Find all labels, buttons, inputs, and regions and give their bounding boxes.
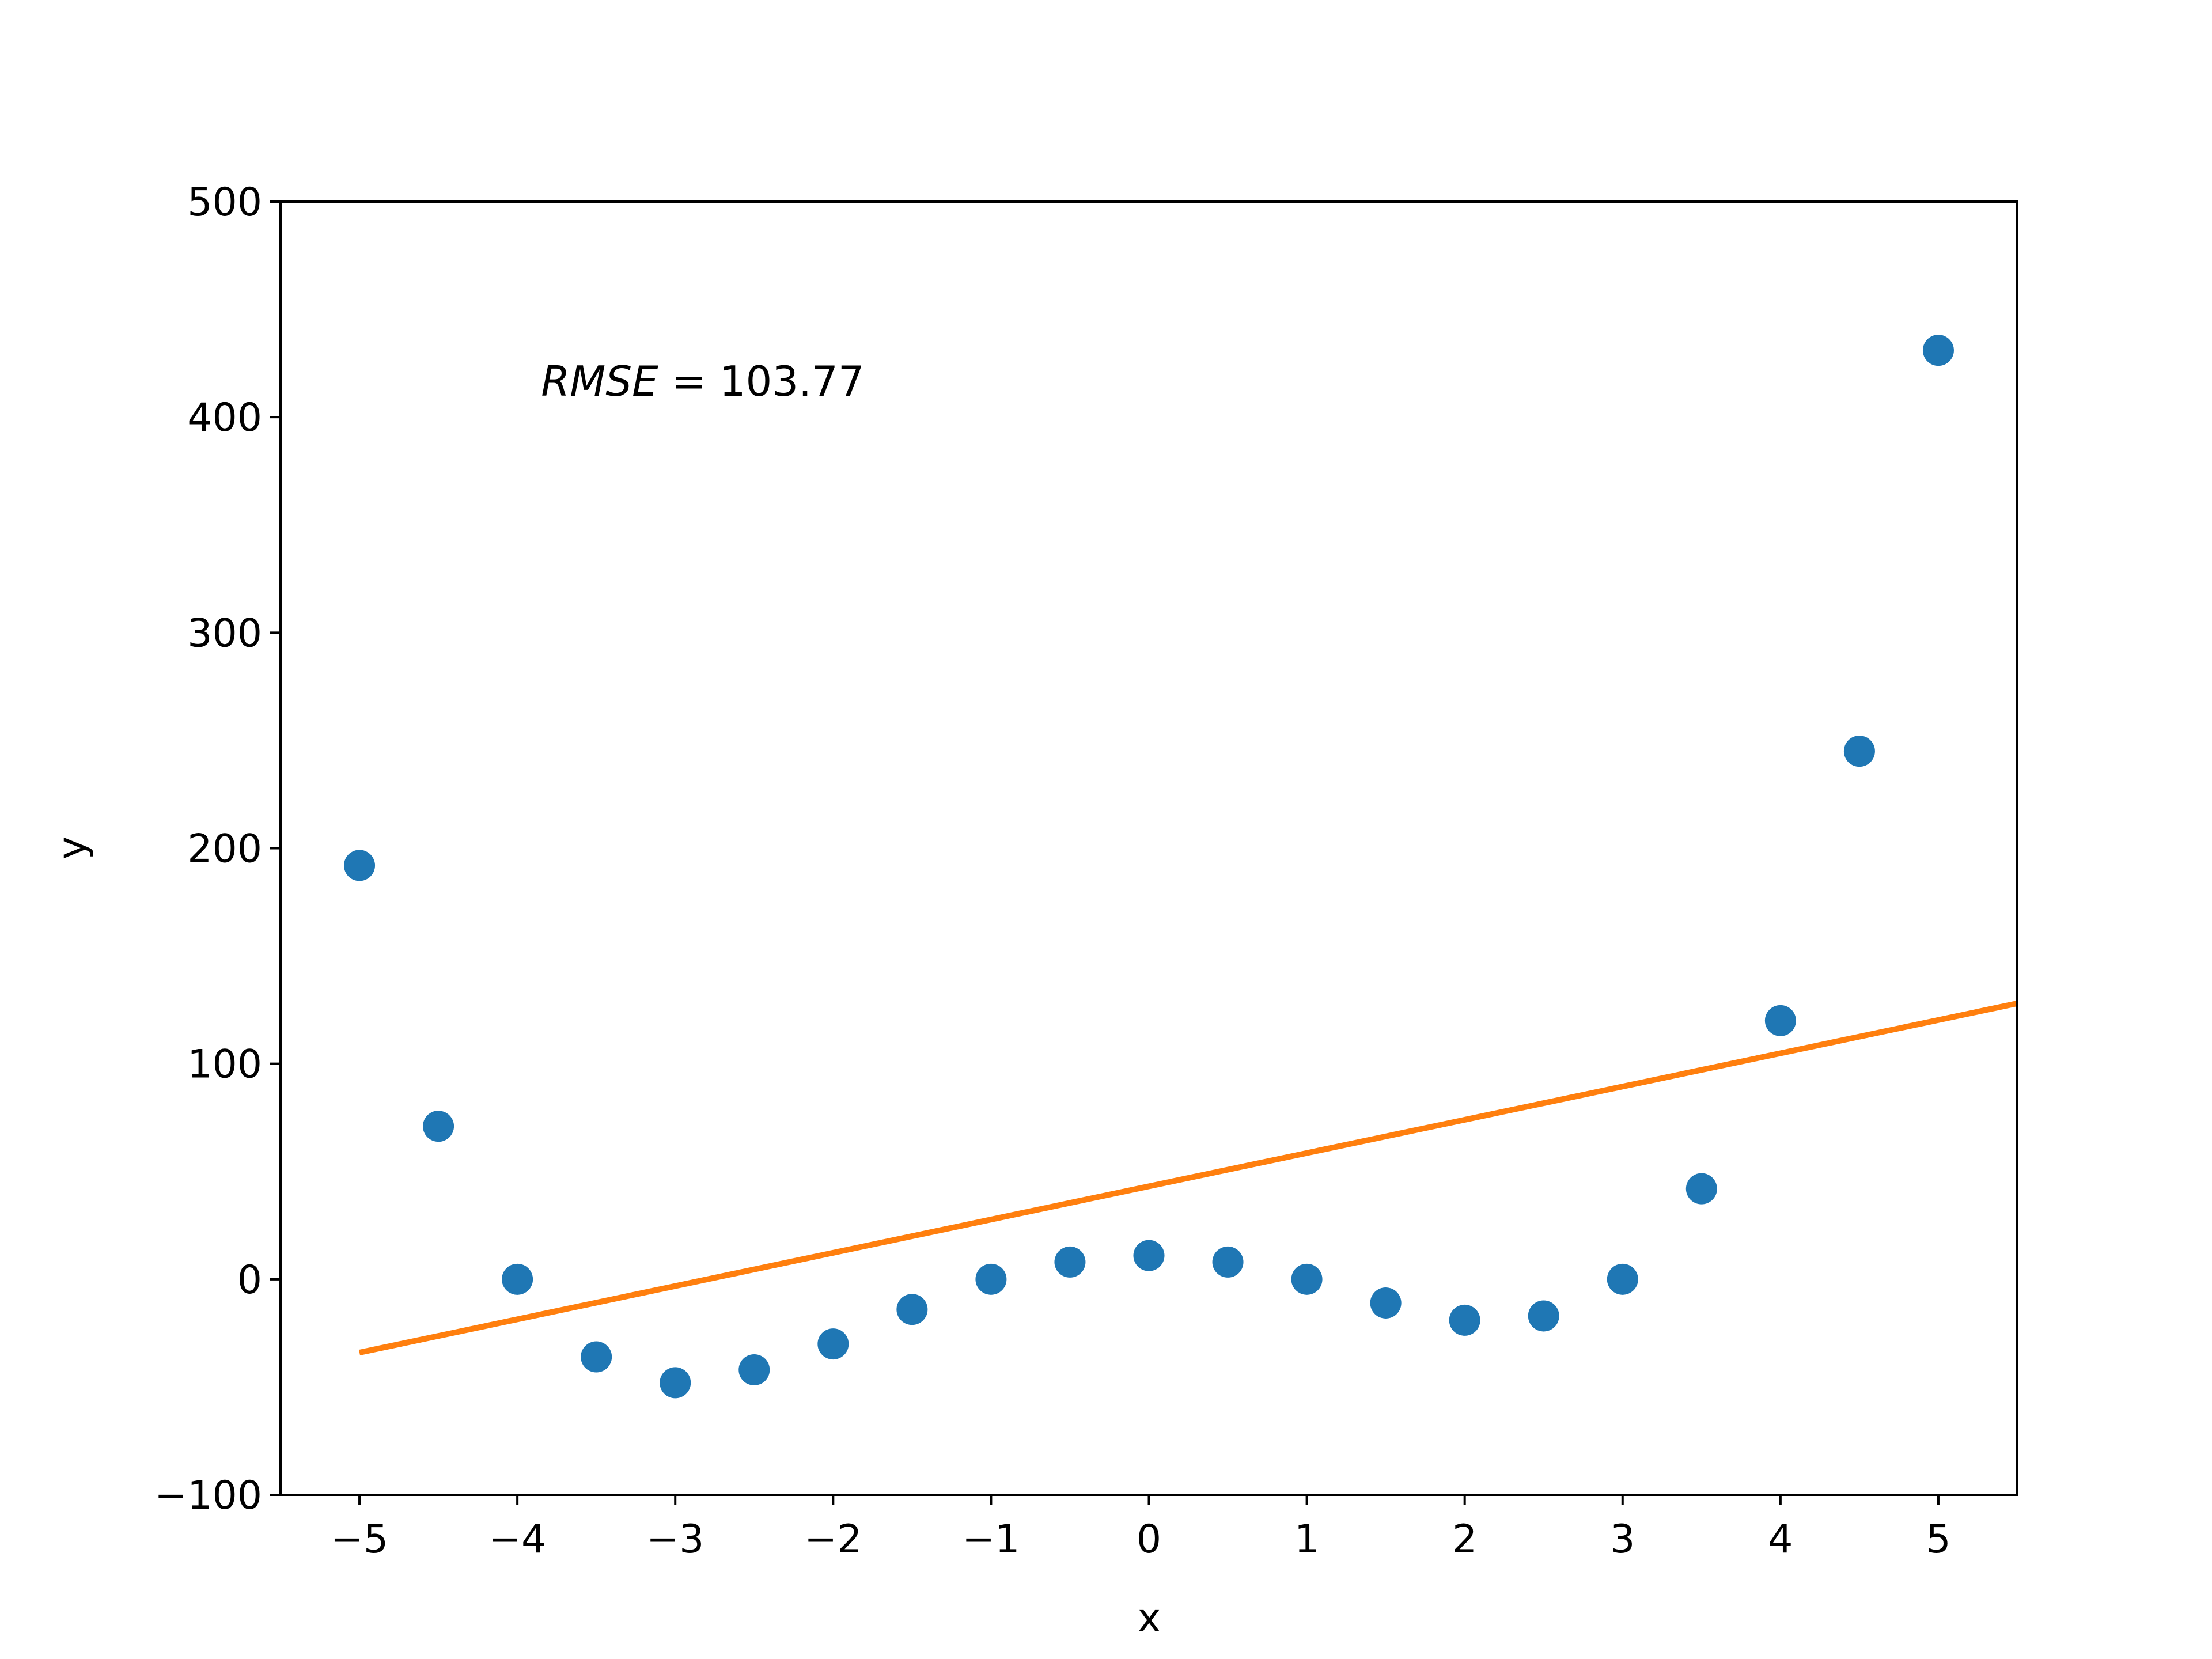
- data-point: [1449, 1304, 1480, 1336]
- x-tick-label: −4: [488, 1517, 546, 1562]
- x-tick-label: −3: [646, 1517, 704, 1562]
- data-point: [344, 850, 376, 881]
- y-tick-label: 100: [187, 1042, 262, 1088]
- x-tick-label: 3: [1610, 1517, 1635, 1562]
- data-point: [1054, 1246, 1086, 1278]
- data-point: [1212, 1246, 1244, 1278]
- x-axis: −5 −4 −3 −2 −1 0 1 2 3 4 5: [331, 1495, 1951, 1562]
- x-tick-label: −2: [804, 1517, 862, 1562]
- x-tick-label: 0: [1137, 1517, 1161, 1562]
- fit-line: [359, 1001, 2018, 1355]
- data-point: [738, 1354, 770, 1385]
- y-tick-label: 0: [237, 1257, 262, 1303]
- y-tick-label: −100: [154, 1473, 262, 1518]
- data-point: [660, 1367, 691, 1399]
- data-point: [975, 1263, 1007, 1295]
- y-tick-label: 500: [187, 180, 262, 225]
- data-point: [1370, 1287, 1402, 1319]
- data-point: [502, 1263, 533, 1295]
- y-tick-label: 200: [187, 827, 262, 872]
- x-axis-label: x: [1138, 1596, 1161, 1641]
- data-point: [1291, 1263, 1323, 1295]
- data-point: [1607, 1263, 1638, 1295]
- x-tick-label: −1: [962, 1517, 1020, 1562]
- data-point: [817, 1328, 849, 1360]
- data-point: [1685, 1173, 1717, 1205]
- y-axis: −100 0 100 200 300 400 500: [154, 180, 281, 1518]
- rmse-annotation-italic: RMSE: [541, 357, 658, 406]
- rmse-annotation-value: = 103.77: [658, 357, 865, 406]
- y-axis-label: y: [50, 836, 95, 859]
- x-tick-label: 1: [1294, 1517, 1319, 1562]
- plot-area: [344, 335, 2018, 1399]
- data-point: [1528, 1300, 1559, 1332]
- data-point: [896, 1294, 928, 1325]
- data-point: [581, 1341, 612, 1373]
- y-tick-label: 300: [187, 611, 262, 656]
- rmse-annotation: RMSE = 103.77: [541, 357, 864, 406]
- x-tick-label: 2: [1452, 1517, 1477, 1562]
- data-point: [1843, 736, 1875, 767]
- x-tick-label: 4: [1768, 1517, 1793, 1562]
- data-point: [1922, 335, 1954, 366]
- x-tick-label: 5: [1926, 1517, 1950, 1562]
- data-point: [1133, 1240, 1165, 1271]
- data-point: [1764, 1005, 1796, 1036]
- data-point: [423, 1111, 454, 1142]
- y-tick-label: 400: [187, 395, 262, 441]
- x-tick-label: −5: [331, 1517, 388, 1562]
